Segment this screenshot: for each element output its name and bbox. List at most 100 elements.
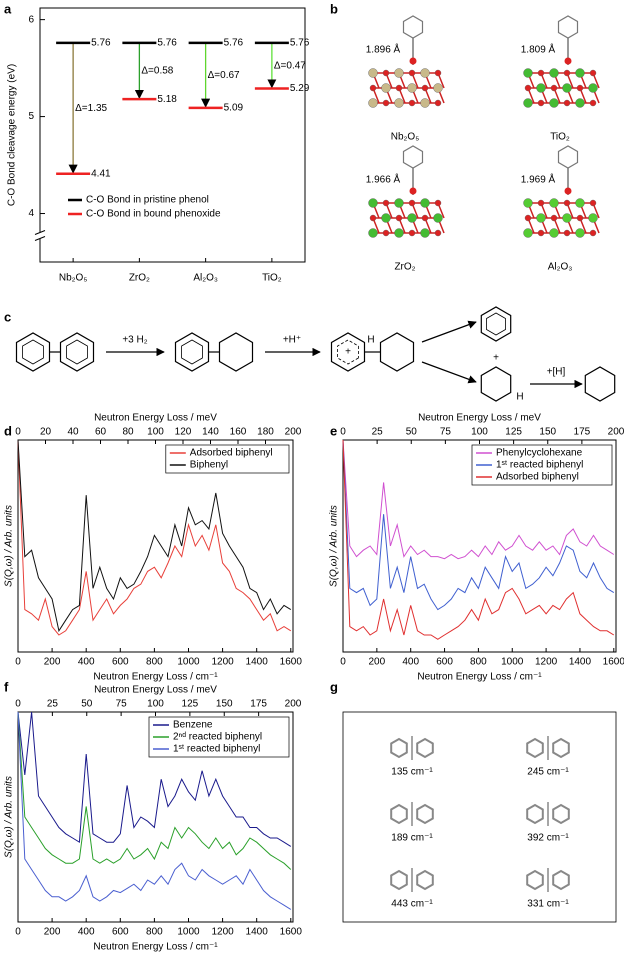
x-tick-label: Nb₂O₅ bbox=[59, 273, 87, 284]
charge: + bbox=[345, 347, 351, 358]
oxygen-atom bbox=[563, 69, 571, 77]
oxygen-atom bbox=[395, 84, 403, 92]
oxygen-atom bbox=[564, 57, 572, 65]
oxygen-atom bbox=[395, 214, 403, 222]
metal-atom bbox=[523, 98, 533, 108]
x2-tick-label: 25 bbox=[47, 699, 59, 710]
x-tick-label: 1200 bbox=[535, 657, 558, 668]
oxygen-atom bbox=[408, 199, 416, 207]
ring bbox=[218, 332, 254, 372]
ring bbox=[416, 803, 434, 825]
oxygen-atom bbox=[576, 84, 584, 92]
x2-tick-label: 25 bbox=[372, 427, 384, 438]
legend-box bbox=[165, 444, 290, 474]
metal-atom bbox=[523, 228, 533, 238]
oxygen-atom bbox=[563, 199, 571, 207]
oxygen-atom bbox=[537, 69, 545, 77]
value-label: 5.18 bbox=[157, 94, 177, 105]
metal-atom bbox=[523, 198, 533, 208]
x-tick-label: 200 bbox=[44, 657, 61, 668]
delta-label: Δ=0.67 bbox=[208, 70, 240, 81]
y-axis-label: S(Q,ω) / Arb. units bbox=[4, 505, 15, 587]
bond-distance: 1.809 Å bbox=[521, 43, 556, 56]
metal-atom bbox=[420, 228, 430, 238]
oxygen-atom bbox=[382, 229, 390, 237]
metal-atom bbox=[368, 228, 378, 238]
metal-atom bbox=[433, 213, 443, 223]
x-tick-label: 800 bbox=[470, 657, 487, 668]
legend-label: Benzene bbox=[173, 720, 213, 731]
oxygen-atom bbox=[589, 99, 597, 107]
bond-distance: 1.966 Å bbox=[366, 173, 401, 186]
metal-atom bbox=[575, 98, 585, 108]
x2-tick-label: 75 bbox=[440, 427, 452, 438]
legend-label: Biphenyl bbox=[190, 460, 228, 471]
legend-label: 2ⁿᵈ reacted biphenyl bbox=[173, 732, 262, 743]
oxygen-atom bbox=[409, 187, 417, 195]
ring bbox=[390, 869, 408, 891]
metal-atom bbox=[549, 228, 559, 238]
x-tick-label: 1400 bbox=[569, 657, 592, 668]
mode-label: 392 cm⁻¹ bbox=[527, 833, 569, 844]
x-tick-label: ZrO₂ bbox=[129, 273, 150, 284]
axis-break-gap bbox=[36, 232, 44, 239]
x2-tick-label: 200 bbox=[608, 427, 624, 438]
oxygen-atom bbox=[589, 69, 597, 77]
x2-tick-label: 150 bbox=[539, 427, 556, 438]
ring bbox=[552, 737, 570, 759]
reagent: +[H] bbox=[547, 367, 566, 378]
x2-tick-label: 150 bbox=[216, 699, 233, 710]
ring bbox=[330, 332, 366, 372]
oxygen-atom bbox=[589, 199, 597, 207]
ring bbox=[66, 339, 88, 365]
value-label: 5.09 bbox=[224, 102, 244, 113]
x-tick-label: TiO₂ bbox=[262, 273, 282, 284]
oxygen-atom bbox=[382, 69, 390, 77]
x-tick-label: 1000 bbox=[177, 927, 200, 938]
x2-tick-label: 0 bbox=[15, 427, 21, 438]
x-axis-label: Neutron Energy Loss / cm⁻¹ bbox=[417, 672, 542, 683]
panel-label: b bbox=[330, 1, 338, 16]
metal-atom bbox=[394, 98, 404, 108]
metal-atom bbox=[420, 98, 430, 108]
metal-atom bbox=[562, 213, 572, 223]
oxygen-atom bbox=[421, 214, 429, 222]
legend-box bbox=[471, 444, 613, 486]
metal-atom bbox=[536, 213, 546, 223]
metal-atom bbox=[433, 83, 443, 93]
x-axis-label: Neutron Energy Loss / cm⁻¹ bbox=[93, 942, 218, 953]
value-label: 5.29 bbox=[290, 83, 310, 94]
x-tick-label: 1200 bbox=[211, 657, 234, 668]
oxygen-atom bbox=[576, 214, 584, 222]
x-tick-label: 1600 bbox=[603, 657, 624, 668]
mode-label: 443 cm⁻¹ bbox=[391, 899, 433, 910]
spectrum-line bbox=[342, 439, 615, 640]
y-tick-label: 5 bbox=[28, 111, 34, 122]
x-tick-label: 600 bbox=[112, 927, 129, 938]
delta-label: Δ=0.58 bbox=[141, 66, 173, 77]
x-tick-label: 1400 bbox=[246, 657, 269, 668]
y-axis-label: S(Q,ω) / Arb. units bbox=[329, 505, 340, 587]
oxygen-atom bbox=[421, 84, 429, 92]
panel-label: e bbox=[330, 423, 337, 438]
metal-atom bbox=[368, 198, 378, 208]
value-label: 5.76 bbox=[224, 38, 244, 49]
x-tick-label: 800 bbox=[146, 657, 163, 668]
x-tick-label: 0 bbox=[340, 657, 346, 668]
metal-atom bbox=[549, 198, 559, 208]
metal-atom bbox=[420, 198, 430, 208]
y-axis-label: C-O Bond cleavage energy (eV) bbox=[7, 64, 18, 206]
structure-label: ZrO₂ bbox=[394, 262, 415, 273]
x2-tick-label: 0 bbox=[15, 699, 21, 710]
metal-atom bbox=[368, 68, 378, 78]
mode-label: 189 cm⁻¹ bbox=[391, 833, 433, 844]
legend-box bbox=[148, 716, 290, 758]
delta-label: Δ=0.47 bbox=[274, 60, 306, 71]
oxygen-atom bbox=[434, 69, 442, 77]
ring bbox=[552, 803, 570, 825]
x-tick-label: 200 bbox=[369, 657, 386, 668]
reaction-arrow bbox=[421, 320, 477, 343]
x2-axis-label: Neutron Energy Loss / meV bbox=[94, 685, 217, 696]
x2-tick-label: 125 bbox=[505, 427, 522, 438]
